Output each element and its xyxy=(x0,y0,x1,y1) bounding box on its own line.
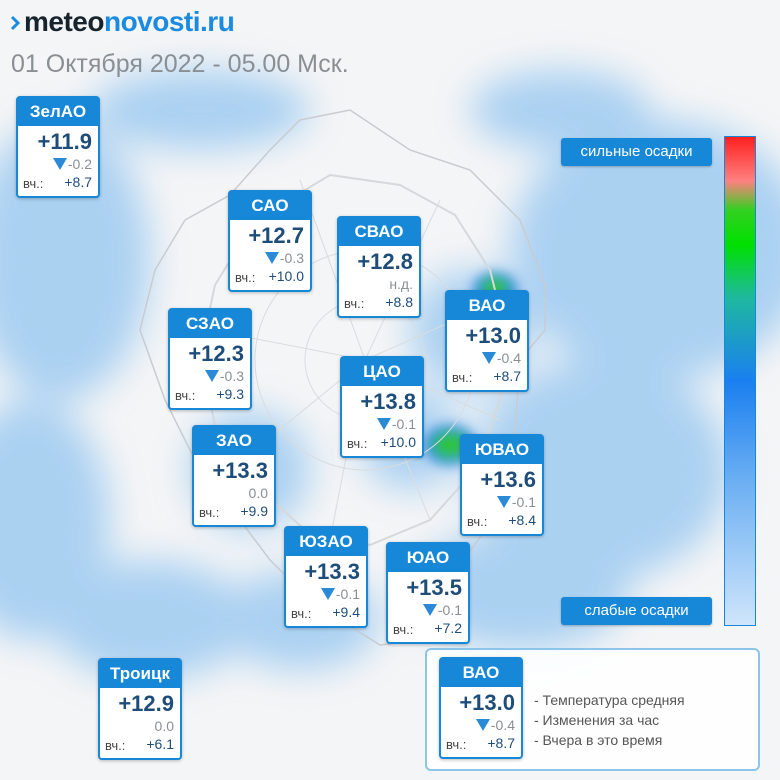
district-name: ЮЗАО xyxy=(286,528,366,556)
district-name: СЗАО xyxy=(170,310,250,338)
district-change: 0.0 xyxy=(248,485,268,501)
forecast-datetime: 01 Октября 2022 - 05.00 Мск. xyxy=(11,50,349,78)
yesterday-label: вч.: xyxy=(235,270,256,285)
district-change: -0.1 xyxy=(376,416,416,432)
yesterday-label: вч.: xyxy=(199,505,220,520)
down-triangle-icon xyxy=(475,719,490,731)
district-yesterday: +6.1 xyxy=(146,736,174,752)
district-yesterday: +8.8 xyxy=(385,294,413,310)
district-name: САО xyxy=(230,192,310,220)
yesterday-label: вч.: xyxy=(291,606,312,621)
down-triangle-icon xyxy=(422,604,437,616)
down-triangle-icon xyxy=(496,496,511,508)
district-card-sao[interactable]: САО +12.7 -0.3 вч.: +10.0 xyxy=(228,190,312,292)
yesterday-label: вч.: xyxy=(105,738,126,753)
scale-label-heavy: сильные осадки xyxy=(561,138,712,166)
district-card-zelao[interactable]: ЗелАО +11.9 -0.2 вч.: +8.7 xyxy=(16,96,100,198)
down-triangle-icon xyxy=(481,352,496,364)
district-change: -0.4 xyxy=(475,717,515,733)
district-card-zao[interactable]: ЗАО +13.3 0.0 вч.: +9.9 xyxy=(192,425,276,527)
district-temp: +13.3 xyxy=(304,559,360,584)
district-yesterday: +9.3 xyxy=(216,386,244,402)
district-card-yuzao[interactable]: ЮЗАО +13.3 -0.1 вч.: +9.4 xyxy=(284,526,368,628)
logo-text-meteo: meteo xyxy=(24,6,104,37)
scale-label-light: слабые осадки xyxy=(561,597,712,625)
district-yesterday: +8.7 xyxy=(493,368,521,384)
district-change: -0.1 xyxy=(422,602,462,618)
district-card-vao[interactable]: ВАО +13.0 -0.4 вч.: +8.7 xyxy=(445,290,529,392)
district-name: ЗелАО xyxy=(18,98,98,126)
district-temp: +13.5 xyxy=(406,575,462,600)
district-yesterday: +8.4 xyxy=(508,512,536,528)
district-card-yuao[interactable]: ЮАО +13.5 -0.1 вч.: +7.2 xyxy=(386,542,470,644)
district-change: -0.1 xyxy=(320,586,360,602)
district-temp: +13.8 xyxy=(360,389,416,414)
district-name: ВАО xyxy=(447,292,527,320)
district-change: -0.3 xyxy=(264,250,304,266)
district-name: СВАО xyxy=(339,218,419,246)
logo-chevron-icon xyxy=(10,15,21,31)
down-triangle-icon xyxy=(376,418,391,430)
district-name: ЦАО xyxy=(342,358,422,386)
district-yesterday: +10.0 xyxy=(268,268,304,284)
district-yesterday: +8.7 xyxy=(487,735,515,751)
legend-explanations: - Температура средняя - Изменения за час… xyxy=(534,690,685,750)
district-name: ВАО xyxy=(441,659,521,687)
district-temp: +13.6 xyxy=(480,467,536,492)
logo-text-novosti: novosti.ru xyxy=(103,6,235,37)
district-temp: +11.9 xyxy=(37,129,92,154)
yesterday-label: вч.: xyxy=(393,622,414,637)
legend-item-yesterday: - Вчера в это время xyxy=(534,732,663,748)
district-yesterday: +9.9 xyxy=(240,503,268,519)
district-change: -0.2 xyxy=(52,156,92,172)
district-yesterday: +7.2 xyxy=(434,620,462,636)
district-temp: +13.3 xyxy=(212,458,268,483)
district-change: н.д. xyxy=(389,276,413,292)
down-triangle-icon xyxy=(264,252,279,264)
district-yesterday: +9.4 xyxy=(332,604,360,620)
legend-sample-card: ВАО +13.0 -0.4 вч.: +8.7 xyxy=(439,657,523,759)
district-yesterday: +8.7 xyxy=(64,174,92,190)
yesterday-label: вч.: xyxy=(23,176,44,191)
district-yesterday: +10.0 xyxy=(380,434,416,450)
yesterday-label: вч.: xyxy=(175,388,196,403)
district-temp: +12.8 xyxy=(357,249,413,274)
down-triangle-icon xyxy=(204,370,219,382)
precipitation-scale-bar xyxy=(724,136,756,626)
district-temp: +13.0 xyxy=(465,323,521,348)
site-logo[interactable]: meteonovosti.ru xyxy=(10,6,235,38)
legend-item-change: - Изменения за час xyxy=(534,712,660,728)
district-temp: +12.7 xyxy=(248,223,304,248)
legend-item-temperature: - Температура средняя xyxy=(534,692,685,708)
yesterday-label: вч.: xyxy=(452,370,473,385)
district-change: -0.4 xyxy=(481,350,521,366)
district-card-szao[interactable]: СЗАО +12.3 -0.3 вч.: +9.3 xyxy=(168,308,252,410)
yesterday-label: вч.: xyxy=(467,514,488,529)
yesterday-label: вч.: xyxy=(344,296,365,311)
district-change: -0.3 xyxy=(204,368,244,384)
district-name: Троицк xyxy=(100,660,180,688)
district-card-cao[interactable]: ЦАО +13.8 -0.1 вч.: +10.0 xyxy=(340,356,424,458)
yesterday-label: вч.: xyxy=(446,737,467,752)
district-card-yuvao[interactable]: ЮВАО +13.6 -0.1 вч.: +8.4 xyxy=(460,434,544,536)
yesterday-label: вч.: xyxy=(347,436,368,451)
district-temp: +13.0 xyxy=(459,690,515,715)
district-change: 0.0 xyxy=(154,718,174,734)
district-temp: +12.3 xyxy=(188,341,244,366)
district-card-troitsk[interactable]: Троицк +12.9 0.0 вч.: +6.1 xyxy=(98,658,182,760)
district-temp: +12.9 xyxy=(118,691,174,716)
district-name: ЮВАО xyxy=(462,436,542,464)
down-triangle-icon xyxy=(320,588,335,600)
district-change: -0.1 xyxy=(496,494,536,510)
district-card-svao[interactable]: СВАО +12.8 н.д. вч.: +8.8 xyxy=(337,216,421,318)
down-triangle-icon xyxy=(52,158,67,170)
district-name: ЮАО xyxy=(388,544,468,572)
district-name: ЗАО xyxy=(194,427,274,455)
